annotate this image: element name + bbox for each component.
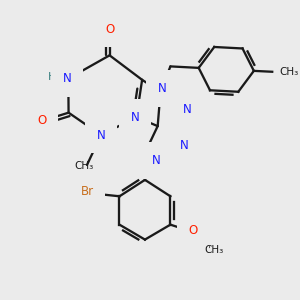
Text: CH₃: CH₃ — [279, 67, 298, 77]
Text: Br: Br — [80, 185, 94, 198]
Text: N: N — [158, 82, 166, 95]
Text: CH₃: CH₃ — [74, 161, 94, 171]
Text: N: N — [97, 129, 106, 142]
Text: O: O — [37, 114, 46, 127]
Text: N: N — [180, 139, 189, 152]
Text: N: N — [182, 103, 191, 116]
Text: O: O — [105, 22, 114, 36]
Text: N: N — [131, 111, 140, 124]
Text: H: H — [48, 72, 56, 82]
Text: N: N — [152, 154, 161, 167]
Text: N: N — [62, 72, 71, 85]
Text: O: O — [188, 224, 198, 237]
Text: CH₃: CH₃ — [205, 245, 224, 255]
